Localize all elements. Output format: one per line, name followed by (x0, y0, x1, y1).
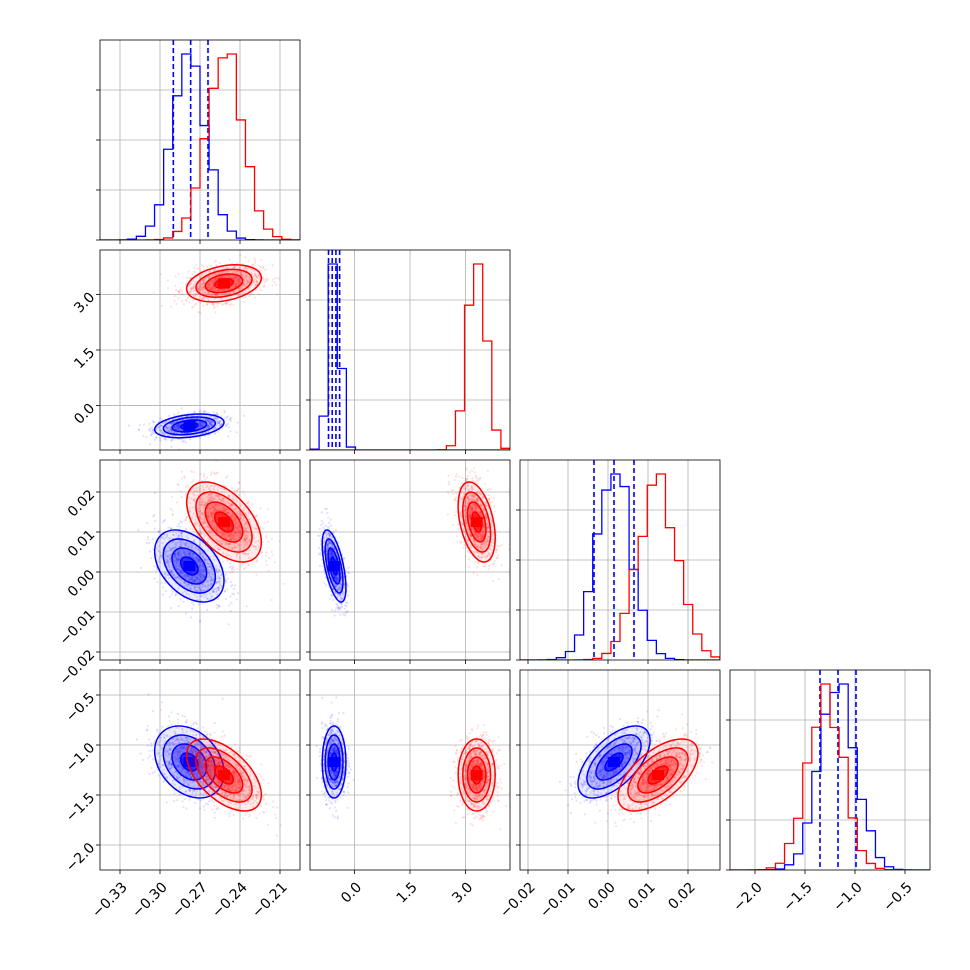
x-tick-label: −0.02 (497, 879, 539, 921)
x-tick-label: −1.5 (780, 879, 815, 914)
grid-lines (100, 250, 300, 450)
axis-ticks (96, 89, 281, 244)
grid-lines (730, 670, 930, 870)
panel-1-0: 0.0 1.5 3.0 (71, 249, 301, 454)
density-peak-series-1 (218, 770, 230, 780)
axis-ticks (306, 299, 466, 454)
x-tick-label: 0.01 (625, 879, 658, 912)
x-tick-label: −0.01 (537, 879, 579, 921)
panel-2-2 (516, 459, 721, 664)
density-peak-series-0 (328, 757, 341, 767)
x-tick-label: 0.02 (665, 879, 698, 912)
y-tick-label: −2.0 (63, 840, 98, 875)
x-tick-label: −0.24 (209, 879, 251, 921)
axis-ticks (516, 509, 689, 664)
density-peak-series-0 (183, 561, 196, 571)
y-tick-label: 0.02 (65, 487, 98, 520)
y-tick-label: −0.5 (63, 690, 98, 725)
y-tick-label: 1.5 (71, 345, 98, 372)
grid-lines (310, 670, 510, 870)
axis-ticks (726, 719, 906, 874)
panel-3-3: −2.0 −1.5 −1.0 −0.5 (726, 669, 931, 915)
axis-ticks (96, 491, 281, 664)
y-tick-label: −1.5 (63, 790, 98, 825)
x-tick-label: −0.33 (89, 879, 131, 921)
x-tick-label: −0.21 (249, 879, 291, 921)
axis-ticks (516, 694, 689, 874)
x-tick-label: −0.30 (129, 879, 171, 921)
grid-lines (100, 460, 300, 660)
density-peak-series-1 (652, 770, 664, 780)
x-tick-label: 0.0 (338, 879, 365, 906)
y-tick-label: −0.02 (57, 647, 99, 689)
x-tick-label: −2.0 (730, 879, 765, 914)
panel-1-1 (306, 249, 511, 454)
x-tick-label: 0.00 (585, 879, 618, 912)
density-peak-series-0 (328, 561, 341, 571)
density-peak-series-0 (183, 757, 196, 767)
y-tick-label: 0.01 (65, 527, 98, 560)
x-tick-label: 1.5 (394, 879, 421, 906)
axis-ticks (306, 694, 466, 874)
y-tick-label: 0.00 (65, 567, 98, 600)
axis-ticks (306, 491, 466, 664)
x-tick-label: −0.27 (169, 879, 211, 921)
panel-3-0: −0.33−0.30−0.27−0.24−0.21 −2.0 −1.5 −1.0 −0.… (63, 669, 301, 921)
density-peak-series-1 (218, 517, 230, 527)
panel-3-1: 0.0 1.5 3.0 (306, 669, 511, 906)
panel-2-1 (306, 459, 511, 664)
density-peak-series-1 (470, 770, 483, 780)
axis-ticks (96, 694, 281, 874)
panel-frame (519, 669, 721, 871)
histogram-series-0 (310, 263, 510, 450)
y-tick-label: −0.01 (57, 607, 99, 649)
panel-0-0 (96, 39, 301, 244)
x-tick-label: −0.5 (880, 879, 915, 914)
density-peak-series-0 (183, 420, 196, 431)
y-tick-label: 3.0 (71, 289, 98, 316)
y-tick-label: −1.0 (63, 740, 98, 775)
x-tick-label: 3.0 (449, 879, 476, 906)
density-peak-series-0 (608, 757, 620, 767)
axis-ticks (96, 294, 281, 454)
histogram-series-1 (520, 473, 720, 660)
panel-3-2: −0.02−0.01 0.00 0.01 0.02 (497, 669, 721, 921)
x-tick-label: −1.0 (830, 879, 865, 914)
y-tick-label: 0.0 (71, 401, 98, 428)
density-peak-series-1 (218, 278, 230, 289)
histogram-series-1 (730, 683, 930, 870)
density-peak-series-1 (470, 517, 483, 527)
grid-lines (520, 460, 720, 660)
panel-2-0: −0.02−0.01 0.00 0.01 0.02 (57, 459, 301, 689)
grid-lines (310, 250, 510, 450)
